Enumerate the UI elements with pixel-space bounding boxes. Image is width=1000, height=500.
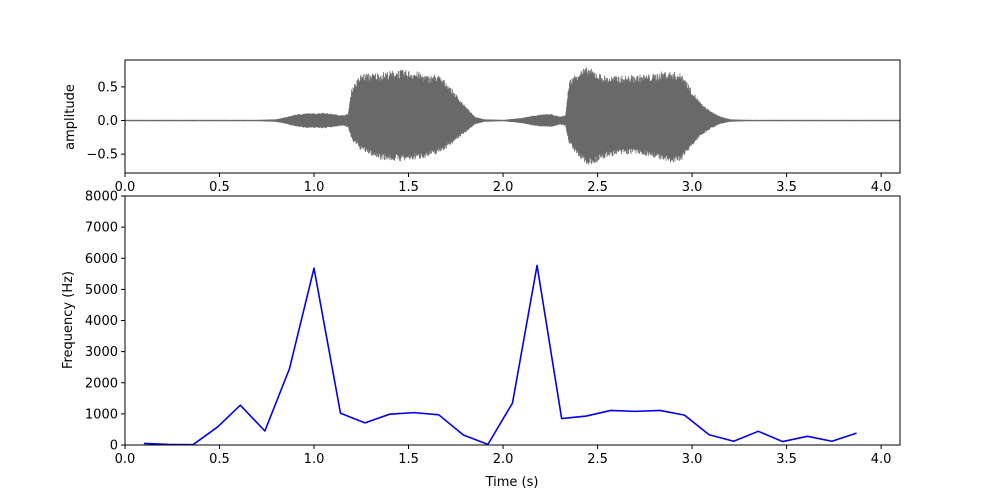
amplitude-panel: 0.0 0.5 1.0 1.5 2.0 2.5 3.0 3.5 4.0 0.5 0.0 −0.5 a… — [63, 59, 901, 195]
x-tick-label: 4.0 — [871, 180, 892, 195]
y-tick-label: 0.5 — [97, 80, 118, 95]
x-tick-label: 1.0 — [304, 452, 325, 467]
y-tick-label: 1000 — [85, 407, 118, 422]
x-tick-label: 2.5 — [587, 180, 608, 195]
x-tick-label: 0.5 — [209, 180, 230, 195]
y-tick-label: 3000 — [85, 345, 118, 360]
y-tick-label: −0.5 — [86, 148, 118, 163]
waveform-y-ticks: 0.5 0.0 −0.5 — [86, 80, 125, 163]
frequency-frame — [124, 195, 901, 446]
x-tick-label: 3.0 — [682, 180, 703, 195]
frequency-x-ticks: 0.0 0.5 1.0 1.5 2.0 2.5 3.0 3.5 4.0 — [115, 445, 892, 467]
x-tick-label: 2.0 — [493, 180, 514, 195]
y-tick-label: 0 — [110, 439, 118, 454]
x-tick-label: 0.0 — [115, 180, 136, 195]
y-tick-label: 2000 — [85, 376, 118, 391]
x-tick-label: 3.5 — [776, 452, 797, 467]
waveform-x-ticks: 0.0 0.5 1.0 1.5 2.0 2.5 3.0 3.5 4.0 — [115, 173, 892, 195]
x-tick-label: 1.5 — [398, 180, 419, 195]
y-tick-label: 4000 — [85, 314, 118, 329]
x-tick-label: 1.5 — [398, 452, 419, 467]
y-tick-label: 8000 — [85, 190, 118, 205]
frequency-panel: 0.0 0.5 1.0 1.5 2.0 2.5 3.0 3.5 4.0 0 1000 2000 300… — [61, 190, 901, 490]
x-tick-label: 0.5 — [209, 452, 230, 467]
y-tick-label: 5000 — [85, 283, 118, 298]
x-tick-label: 3.5 — [776, 180, 797, 195]
waveform-y-axis-label: amplitude — [63, 84, 78, 150]
x-tick-label: 1.0 — [304, 180, 325, 195]
x-tick-label: 4.0 — [871, 452, 892, 467]
x-tick-label: 2.5 — [587, 452, 608, 467]
frequency-y-ticks: 0 1000 2000 3000 4000 5000 6000 7000 8000 — [85, 190, 125, 454]
frequency-series-line — [143, 264, 857, 446]
y-tick-label: 7000 — [85, 221, 118, 236]
y-tick-label: 6000 — [85, 252, 118, 267]
y-tick-label: 0.0 — [97, 114, 118, 129]
waveform-frame — [124, 59, 901, 174]
x-tick-label: 2.0 — [493, 452, 514, 467]
x-tick-label: 0.0 — [115, 452, 136, 467]
x-tick-label: 3.0 — [682, 452, 703, 467]
frequency-y-axis-label: Frequency (Hz) — [61, 271, 76, 369]
frequency-x-axis-label: Time (s) — [485, 475, 539, 490]
